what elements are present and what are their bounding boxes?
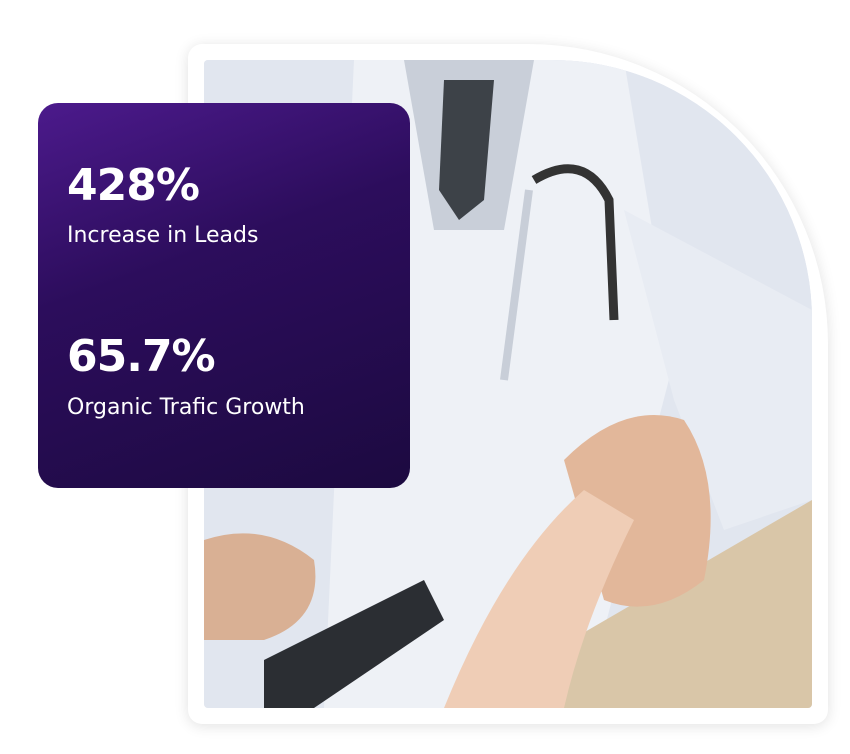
stats-card: 428% Increase in Leads 65.7% Organic Tra… (38, 103, 410, 488)
traffic-stat-label: Organic Trafic Growth (67, 395, 305, 420)
leads-stat-value: 428% (67, 160, 200, 211)
leads-stat-label: Increase in Leads (67, 223, 259, 248)
traffic-stat-value: 65.7% (67, 331, 216, 382)
